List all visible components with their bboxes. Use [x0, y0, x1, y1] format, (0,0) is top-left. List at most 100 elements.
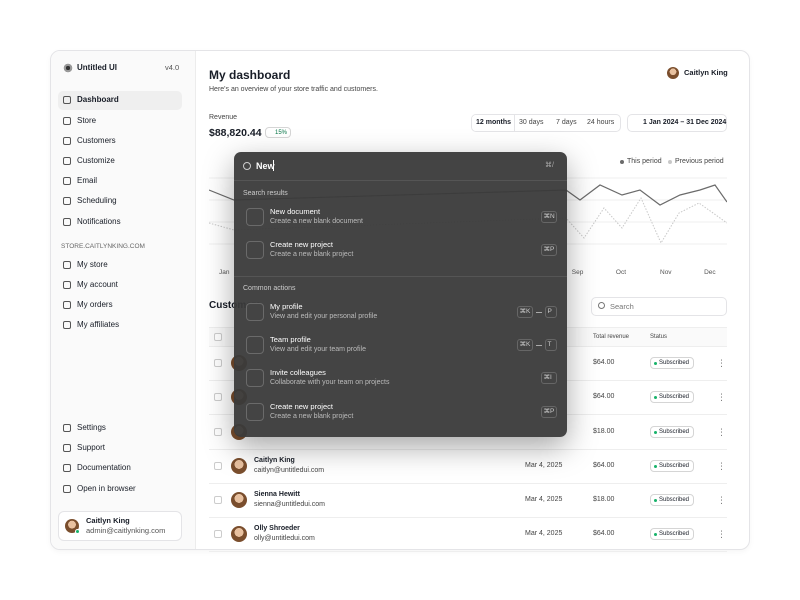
x-axis-label: Sep: [571, 269, 584, 276]
customer-status: Subscribed: [659, 429, 690, 435]
customer-name: Sienna Hewitt: [254, 491, 300, 498]
nav-icon: [63, 177, 71, 185]
nav-icon: [63, 96, 71, 104]
customer-status: Subscribed: [659, 360, 690, 366]
legend-dot: [620, 160, 624, 164]
search-query[interactable]: New: [256, 161, 275, 171]
nav-item[interactable]: Customize: [77, 156, 115, 165]
range-tab[interactable]: 30 days: [519, 119, 544, 126]
nav-item[interactable]: Scheduling: [77, 196, 117, 205]
store-heading: STORE.CAITLYNKING.COM: [61, 243, 145, 250]
nav-item[interactable]: Open in browser: [77, 484, 136, 493]
key-label: ⌘K: [519, 341, 531, 348]
nav-item[interactable]: My store: [77, 260, 108, 269]
customer-revenue: $64.00: [593, 462, 615, 469]
range-tab[interactable]: 12 months: [476, 119, 512, 126]
key-arrow: [536, 312, 542, 313]
row-divider: [209, 517, 727, 518]
row-menu[interactable]: ⋮: [717, 392, 726, 402]
checkbox[interactable]: [214, 496, 222, 504]
avatar: [231, 458, 247, 474]
item-icon: [246, 403, 264, 421]
nav-item[interactable]: Notifications: [77, 217, 121, 226]
item-description: Collaborate with your team on projects: [270, 379, 390, 386]
search-box[interactable]: [591, 297, 727, 316]
x-axis-label: Dec: [704, 269, 716, 276]
range-tab-active[interactable]: [472, 115, 515, 131]
key-label: ⌘K: [519, 308, 531, 315]
nav-item[interactable]: My affiliates: [77, 320, 120, 329]
nav-item[interactable]: My orders: [77, 300, 113, 309]
range-tab[interactable]: 7 days: [556, 119, 577, 126]
item-title: Team profile: [270, 335, 311, 344]
nav-icon: [63, 157, 71, 165]
row-menu[interactable]: ⋮: [717, 529, 726, 539]
row-divider: [209, 483, 727, 484]
nav-item[interactable]: Documentation: [77, 463, 131, 472]
customer-name: Caitlyn King: [254, 457, 295, 464]
nav-item[interactable]: Dashboard: [77, 95, 119, 104]
checkbox[interactable]: [214, 530, 222, 538]
row-menu[interactable]: ⋮: [717, 427, 726, 437]
row-menu[interactable]: ⋮: [717, 461, 726, 471]
checkbox[interactable]: [214, 462, 222, 470]
nav-item[interactable]: My account: [77, 280, 118, 289]
row-divider: [209, 449, 727, 450]
item-title: Create new project: [270, 402, 333, 411]
revenue-value: $88,820.44: [209, 127, 262, 139]
item-description: Create a new blank document: [270, 218, 363, 225]
date-button[interactable]: [627, 114, 727, 132]
nav-active[interactable]: [58, 91, 182, 110]
customer-email: caitlyn@untitledui.com: [254, 467, 325, 474]
row-divider: [209, 551, 727, 552]
item-description: View and edit your personal profile: [270, 313, 378, 320]
change-badge: [265, 127, 291, 138]
nav-item[interactable]: Support: [77, 443, 106, 452]
nav-item[interactable]: Settings: [77, 423, 106, 432]
x-axis-label: Nov: [660, 269, 672, 276]
status-dot: [654, 498, 657, 502]
status-badge: [650, 528, 694, 540]
search-icon: [243, 162, 251, 170]
column-header: Status: [650, 334, 668, 340]
column-header: Total revenue: [593, 334, 630, 340]
checkbox[interactable]: [214, 359, 222, 367]
row-menu[interactable]: ⋮: [717, 495, 726, 505]
search-placeholder: Search: [610, 301, 634, 311]
avatar: [667, 67, 679, 79]
customer-status: Subscribed: [659, 531, 690, 537]
search-icon: [598, 302, 605, 309]
range-tab[interactable]: 24 hours: [587, 119, 615, 126]
key-label: ⌘P: [543, 246, 555, 253]
legend-label: This period: [627, 158, 662, 165]
revenue-change: 15%: [275, 129, 288, 136]
date-range: 1 Jan 2024 – 31 Dec 2024: [643, 119, 727, 126]
x-axis-label: Jan: [219, 269, 230, 276]
nav-item[interactable]: Customers: [77, 136, 116, 145]
divider: [234, 276, 567, 277]
checkbox[interactable]: [214, 393, 222, 401]
nav-icon: [63, 444, 71, 452]
key-label: ⌘I: [543, 374, 552, 381]
nav-icon: [63, 117, 71, 125]
status-badge: [650, 460, 694, 472]
key-label: ⌘N: [543, 213, 555, 220]
status-dot: [654, 430, 657, 434]
nav-item[interactable]: Store: [77, 116, 97, 125]
nav-icon: [63, 464, 71, 472]
legend-dot: [668, 160, 672, 164]
checkbox[interactable]: [214, 333, 222, 341]
checkbox[interactable]: [214, 428, 222, 436]
nav-icon: [63, 281, 71, 289]
nav-icon: [63, 321, 71, 329]
item-title: Invite colleagues: [270, 368, 326, 377]
customer-name: Olly Shroeder: [254, 525, 300, 532]
nav-icon: [63, 485, 71, 493]
row-menu[interactable]: ⋮: [717, 358, 726, 368]
customer-date: Mar 4, 2025: [525, 496, 563, 503]
item-icon: [246, 241, 264, 259]
nav-icon: [63, 218, 71, 226]
version: v4.0: [165, 63, 180, 72]
nav-item[interactable]: Email: [77, 176, 98, 185]
page-title: My dashboard: [209, 68, 291, 82]
